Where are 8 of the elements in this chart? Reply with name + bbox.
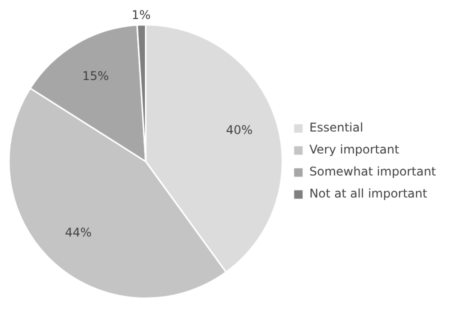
legend-label: Very important <box>309 142 400 157</box>
data-label: 40% <box>226 123 253 138</box>
legend-label: Not at all important <box>309 186 428 201</box>
data-label: 44% <box>64 225 92 240</box>
data-label: 1% <box>132 8 151 22</box>
legend-label: Essential <box>309 120 364 135</box>
data-label: 15% <box>82 68 109 83</box>
legend-label: Somewhat important <box>309 164 436 179</box>
